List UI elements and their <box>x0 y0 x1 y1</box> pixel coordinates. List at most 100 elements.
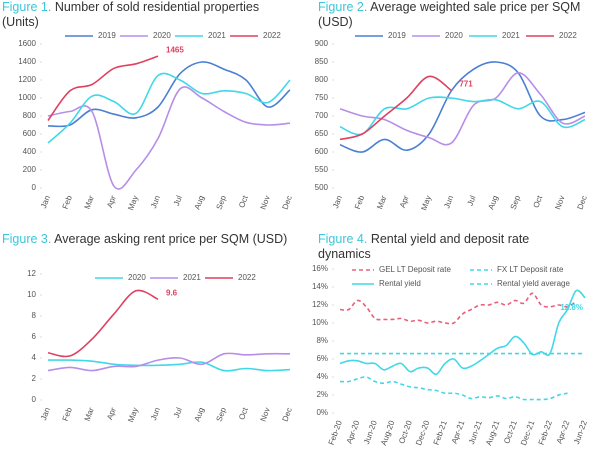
x-tick-label: Jul <box>172 194 184 207</box>
y-tick-label: 4 <box>32 353 37 362</box>
x-tick-label: Mar <box>83 194 96 210</box>
chart-title: Rental yield and deposit rate dynamics <box>318 232 530 261</box>
x-tick-label: Aug <box>486 194 499 210</box>
y-tick-label: 600 <box>23 129 37 138</box>
y-tick-label: 400 <box>23 147 37 156</box>
x-tick-label: Jan <box>39 406 52 421</box>
x-tick-label: Nov <box>553 194 566 210</box>
series-line <box>339 376 568 401</box>
x-tick-label: Oct-20 <box>397 419 414 445</box>
x-tick-label: Nov <box>259 406 272 422</box>
y-tick-label: 800 <box>23 111 37 120</box>
y-tick-label: 14% <box>312 282 328 291</box>
x-tick-label: Dec-20 <box>414 419 431 447</box>
x-tick-label: Jun <box>149 406 162 421</box>
y-tick-label: 12% <box>312 300 328 309</box>
x-tick-label: Dec <box>281 406 294 422</box>
series-line <box>47 55 159 121</box>
x-tick-label: Feb-21 <box>432 419 449 446</box>
y-tick-label: 550 <box>315 165 329 174</box>
x-tick-label: Oct-21 <box>502 419 519 445</box>
y-tick-label: 0% <box>316 408 328 417</box>
y-tick-label: 1200 <box>18 75 36 84</box>
y-tick-label: 750 <box>315 93 329 102</box>
x-tick-label: Dec-21 <box>519 419 536 447</box>
title-2: Figure 2. Average weighted sale price pe… <box>318 0 593 30</box>
x-tick-label: Sep <box>215 194 229 211</box>
y-tick-label: 200 <box>23 165 37 174</box>
series-line <box>47 289 159 358</box>
x-tick-label: May <box>419 194 433 211</box>
x-tick-label: Apr-22 <box>555 419 572 445</box>
x-tick-label: Sep <box>509 194 523 211</box>
legend-label: 2020 <box>153 31 171 40</box>
series-line <box>339 72 586 146</box>
series-line <box>47 359 291 372</box>
x-tick-label: Apr <box>105 194 118 209</box>
legend-label: 2019 <box>388 31 406 40</box>
x-tick-label: Jul <box>466 194 478 207</box>
series-line <box>339 75 452 141</box>
data-label: 12.8% <box>560 303 583 312</box>
y-tick-label: 850 <box>315 57 329 66</box>
data-label: 1465 <box>166 45 184 54</box>
series-line <box>47 72 291 144</box>
x-tick-label: Mar <box>83 406 96 422</box>
y-tick-label: 1600 <box>18 39 36 48</box>
x-tick-label: Apr-20 <box>345 419 362 445</box>
series-line <box>339 289 586 376</box>
series-line <box>339 292 577 325</box>
y-tick-label: 1400 <box>18 57 36 66</box>
x-tick-label: Jan <box>39 194 52 209</box>
y-tick-label: 8% <box>316 336 328 345</box>
legend-label: 2021 <box>183 273 201 282</box>
figure-label: Figure 1. <box>2 0 52 14</box>
x-tick-label: Feb-22 <box>537 419 554 446</box>
legend-label: Rental yield <box>379 279 421 288</box>
y-tick-label: 0 <box>32 183 37 192</box>
x-tick-label: May <box>126 194 140 211</box>
legend-label: 2022 <box>263 31 281 40</box>
title-1: Figure 1. Number of sold residential pro… <box>2 0 292 30</box>
y-tick-label: 4% <box>316 372 328 381</box>
series-line <box>339 96 586 136</box>
legend-label: 2019 <box>98 31 116 40</box>
x-tick-label: Jun-21 <box>467 419 484 446</box>
x-tick-label: Aug <box>193 194 206 210</box>
x-tick-label: Nov <box>259 194 272 210</box>
legend-label: FX LT Deposit rate <box>497 265 564 274</box>
x-tick-label: Aug-21 <box>484 419 501 447</box>
figure-label: Figure 3. <box>2 232 52 246</box>
series-line <box>47 86 291 190</box>
title-3: Figure 3. Average asking rent price per … <box>2 232 292 247</box>
x-tick-label: Aug <box>193 406 206 422</box>
x-tick-label: Mar <box>375 194 388 210</box>
title-4: Figure 4. Rental yield and deposit rate … <box>318 232 548 262</box>
x-tick-label: Feb <box>61 194 74 211</box>
y-tick-label: 2 <box>32 374 37 383</box>
legend-label: GEL LT Deposit rate <box>379 265 451 274</box>
legend-label: 2022 <box>238 273 256 282</box>
x-tick-label: Feb-20 <box>327 419 344 446</box>
y-tick-label: 600 <box>315 147 329 156</box>
x-tick-label: Feb <box>353 194 366 211</box>
x-tick-label: Jun-22 <box>572 419 589 446</box>
legend-label: 2021 <box>208 31 226 40</box>
y-tick-label: 700 <box>315 111 329 120</box>
y-tick-label: 10 <box>27 290 36 299</box>
y-tick-label: 12 <box>27 269 36 278</box>
x-tick-label: Oct <box>237 194 250 210</box>
x-tick-label: Dec <box>576 194 589 210</box>
legend-label: 2021 <box>502 31 520 40</box>
x-tick-label: Dec <box>281 194 294 210</box>
chart-title: Average asking rent price per SQM (USD) <box>54 232 288 246</box>
y-tick-label: 650 <box>315 129 329 138</box>
y-tick-label: 6 <box>32 332 37 341</box>
y-tick-label: 1000 <box>18 93 36 102</box>
y-tick-label: 2% <box>316 390 328 399</box>
chart-title: Average weighted sale price per SQM (USD… <box>318 0 581 29</box>
x-tick-label: Aug-20 <box>379 419 396 447</box>
x-tick-label: Apr <box>105 406 118 421</box>
